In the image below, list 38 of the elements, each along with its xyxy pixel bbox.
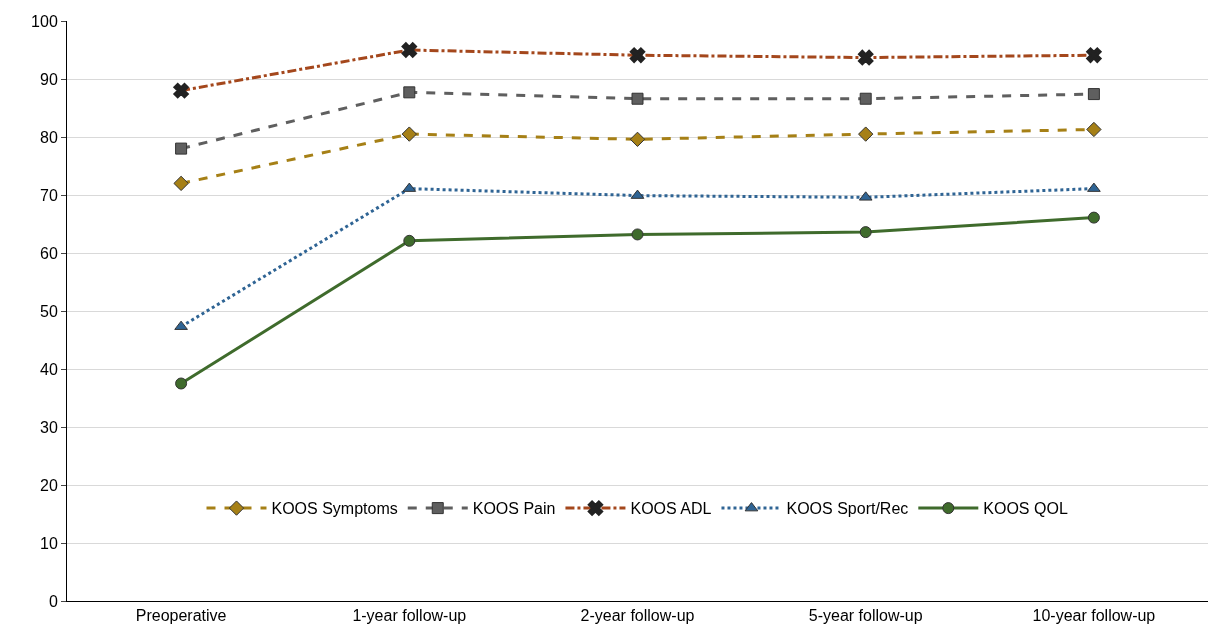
point [631, 92, 644, 105]
legend-label: KOOS Sport/Rec [786, 500, 909, 518]
x-tick-label: 1-year follow-up [352, 607, 467, 625]
point [1087, 88, 1100, 101]
point [173, 175, 189, 192]
y-tick-label: 80 [40, 128, 58, 146]
y-tick-label: 30 [40, 418, 58, 436]
y-tick-label: 100 [31, 12, 58, 30]
point [175, 142, 188, 155]
legend-label: KOOS ADL [630, 500, 712, 518]
point [629, 131, 646, 147]
point [401, 126, 417, 142]
point [859, 226, 872, 239]
x-tick-label: 5-year follow-up [808, 607, 923, 625]
point [174, 320, 188, 330]
y-tick-label: 20 [40, 476, 58, 494]
legend-label: KOOS Symptoms [271, 500, 398, 518]
y-tick-label: 90 [40, 70, 58, 88]
x-tick-label: Preoperative [135, 607, 227, 625]
y-tick-label: 10 [40, 534, 58, 552]
legend-label: KOOS Pain [472, 500, 556, 518]
y-tick-label: 0 [48, 592, 58, 610]
point [175, 377, 188, 390]
y-tick-label: 60 [40, 244, 58, 262]
x-tick-label: 10-year follow-up [1032, 607, 1156, 625]
point [1087, 211, 1100, 224]
point [631, 228, 644, 241]
y-tick-label: 70 [40, 186, 58, 204]
y-tick-label: 40 [40, 360, 58, 378]
point [1087, 182, 1101, 192]
point [403, 86, 416, 99]
y-tick-label: 50 [40, 302, 58, 320]
x-tick-label: 2-year follow-up [580, 607, 695, 625]
point [858, 126, 874, 142]
point [403, 234, 416, 247]
point [1086, 121, 1102, 138]
legend-label: KOOS QOL [983, 500, 1068, 518]
point [859, 92, 872, 105]
